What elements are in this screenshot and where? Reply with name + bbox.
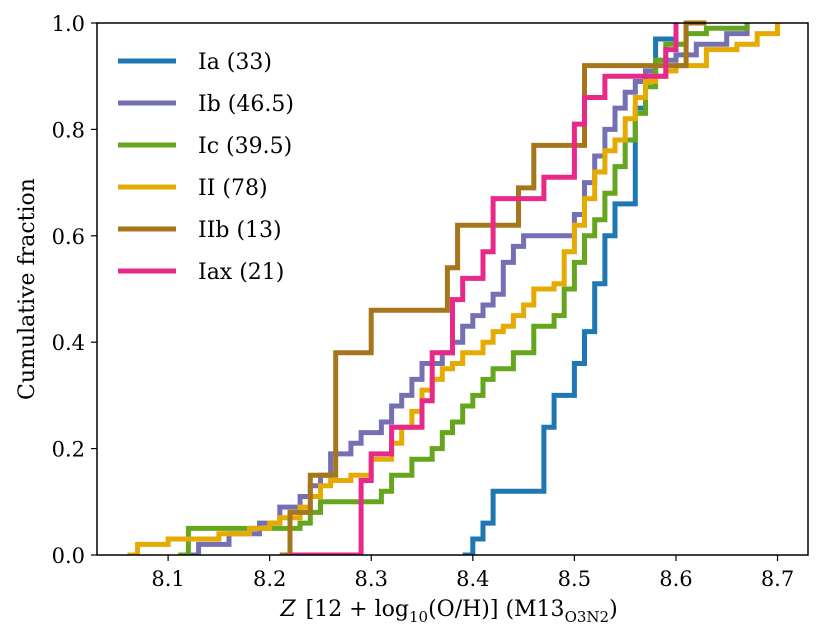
- series-line-4: [279, 20, 707, 555]
- x-axis-label-post: ): [609, 597, 618, 622]
- legend-label-3: II (78): [198, 176, 268, 201]
- x-tick-label: 8.6: [659, 567, 692, 591]
- x-axis-label-sub10: 10: [409, 608, 428, 626]
- x-tick-label: 8.2: [253, 567, 286, 591]
- series-line-3: [127, 23, 780, 555]
- series-layer: [127, 20, 780, 555]
- legend: Ia (33) Ib (46.5) Ic (39.5) II (78) IIb (13)…: [118, 50, 294, 285]
- y-axis-label: Cumulative fraction: [15, 178, 40, 400]
- plot-frame: [96, 22, 809, 556]
- series-line-2: [178, 23, 750, 555]
- x-tick-label: 8.4: [456, 567, 489, 591]
- x-tick-label: 8.7: [761, 567, 794, 591]
- y-tick-label: 0.6: [52, 225, 85, 249]
- ticks-layer: 8.1 8.2 8.3 8.4 8.5 8.6 8.7 0.0 0.2 0.4 0.6 0.8 1.0: [52, 12, 795, 591]
- x-tick-label: 8.3: [355, 567, 388, 591]
- y-tick-label: 0.2: [52, 438, 85, 462]
- x-tick-label: 8.5: [558, 567, 591, 591]
- series-line-1: [188, 23, 750, 555]
- legend-label-0: Ia (33): [198, 50, 272, 75]
- x-axis-label-z: Z: [279, 597, 296, 622]
- x-axis-label: Z [12 + log10(O/H)] (M13O3N2): [279, 597, 617, 626]
- legend-label-1: Ib (46.5): [198, 92, 294, 117]
- x-axis-label-subscript: O3N2: [565, 608, 610, 626]
- x-axis-label-mid: (O/H)] (M13: [428, 597, 564, 622]
- y-tick-label: 1.0: [52, 12, 85, 36]
- x-axis-label-pre: [12 + log: [306, 597, 409, 622]
- y-tick-label: 0.4: [52, 331, 85, 355]
- legend-label-5: Iax (21): [198, 260, 284, 285]
- series-line-5: [290, 23, 679, 555]
- legend-label-4: IIb (13): [198, 218, 282, 243]
- y-tick-label: 0.8: [52, 118, 85, 142]
- y-tick-label: 0.0: [52, 544, 85, 568]
- legend-label-2: Ic (39.5): [198, 134, 292, 159]
- x-tick-label: 8.1: [151, 567, 184, 591]
